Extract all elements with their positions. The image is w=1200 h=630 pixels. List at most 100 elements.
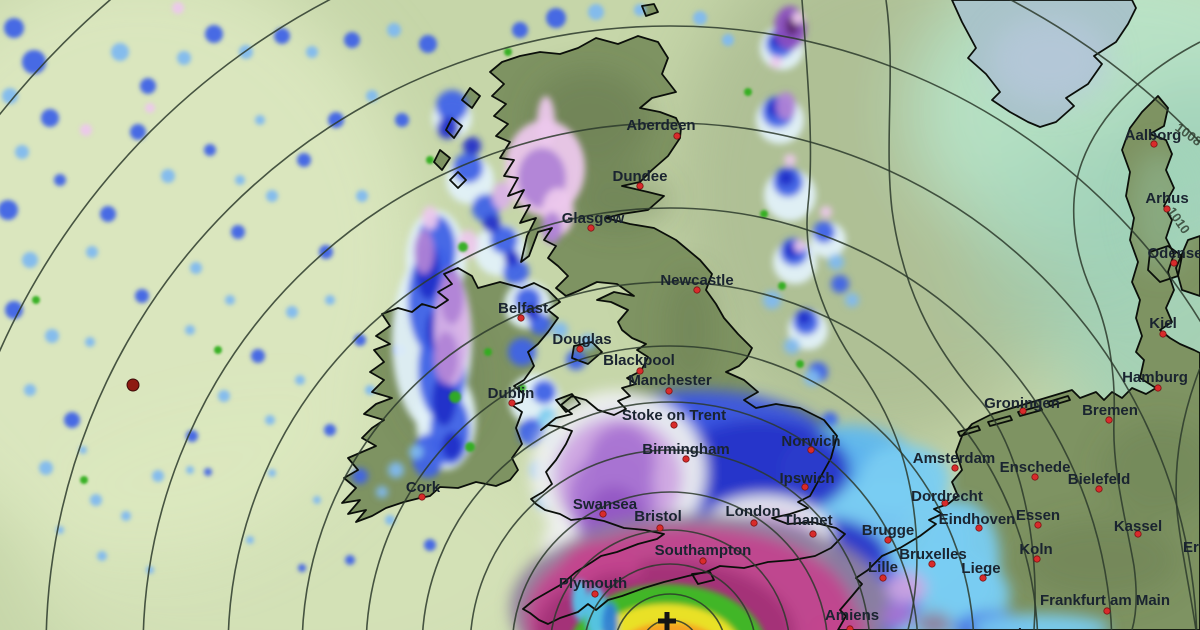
- precip-blob: [22, 252, 38, 268]
- city-label: Enschede: [1000, 459, 1071, 476]
- city-label: Odense: [1147, 245, 1200, 262]
- city-label: Frankfurt am Main: [1040, 592, 1170, 609]
- city-dot: [941, 499, 949, 507]
- city-label: Dordrecht: [911, 488, 983, 505]
- city-dot: [1105, 416, 1113, 424]
- precip-blob: [45, 329, 59, 343]
- precip-blob: [409, 445, 423, 459]
- precip-blob: [328, 112, 344, 128]
- precip-blob: [588, 4, 604, 20]
- terrain-patch: [990, 15, 1110, 105]
- precip-blob: [32, 296, 40, 304]
- isobar-ring: [550, 529, 790, 630]
- city-dot: [801, 483, 809, 491]
- city-dot: [1150, 140, 1158, 148]
- city-dot: [656, 524, 664, 532]
- precip-blob: [504, 48, 512, 56]
- city-label: Glasgow: [562, 210, 625, 227]
- precip-blob: [387, 23, 401, 37]
- precip-blob: [218, 390, 230, 402]
- precip-blob: [235, 175, 245, 185]
- precip-blob: [121, 511, 131, 521]
- precip-blob: [792, 12, 804, 24]
- precip-blob: [344, 32, 360, 48]
- city-markers-and-labels: Aberdeen Dundee Glasgow Newcastle BelfastDou…: [406, 117, 1200, 630]
- isobar-ring: [470, 449, 870, 630]
- city-dot: [1095, 485, 1103, 493]
- isobar-trough: [1072, 41, 1200, 630]
- city-dot: [979, 574, 987, 582]
- city-dot: [809, 530, 817, 538]
- terrain-patch: [1100, 420, 1200, 520]
- precip-blob: [135, 289, 149, 303]
- city-label: Swansea: [573, 496, 638, 513]
- city-dot: [1031, 473, 1039, 481]
- precip-blob: [204, 144, 216, 156]
- city-label: Eindhoven: [939, 511, 1016, 528]
- precip-blob: [860, 445, 950, 515]
- precip-blob: [572, 580, 588, 620]
- precip-blob: [693, 11, 707, 25]
- isobar-ring: [422, 401, 918, 630]
- precip-blob: [602, 602, 618, 630]
- precip-blob: [512, 22, 528, 38]
- precip-blob: [186, 466, 194, 474]
- precip-blob: [152, 470, 164, 482]
- precip-blob: [140, 78, 156, 94]
- city-dot: [576, 345, 584, 353]
- precip-blob: [190, 262, 202, 274]
- city-label: Newcastle: [660, 272, 733, 289]
- precip-blob: [465, 442, 475, 452]
- precip-blob: [246, 536, 254, 544]
- city-dot: [693, 286, 701, 294]
- map-markers: [126, 378, 676, 630]
- precip-blob: [808, 612, 868, 630]
- city-label: Essen: [1016, 507, 1060, 524]
- precip-blob: [286, 306, 298, 318]
- precip-blob: [266, 190, 278, 202]
- precip-blob: [813, 221, 835, 243]
- precip-blob: [794, 240, 806, 252]
- precip-layer-heavy-cells: [32, 48, 804, 484]
- precip-blob: [820, 206, 832, 218]
- precip-blob: [776, 92, 796, 120]
- isobar-ring: [616, 593, 724, 630]
- precip-blob: [324, 424, 336, 436]
- precip-blob: [204, 468, 212, 476]
- isobar-ring: [45, 25, 1200, 630]
- city-label: Groningen: [984, 395, 1060, 412]
- precip-blob: [395, 113, 409, 127]
- precip-blob: [130, 124, 146, 140]
- precip-blob: [882, 604, 914, 628]
- city-dot: [599, 510, 607, 518]
- city-dot: [587, 224, 595, 232]
- precip-blob: [388, 462, 404, 478]
- precip-blob: [24, 384, 36, 396]
- precip-blob: [440, 268, 464, 324]
- precip-blob: [295, 375, 305, 385]
- city-label-partial: Luxembourg: [970, 626, 1061, 630]
- precip-blob: [483, 215, 501, 233]
- precip-blob: [784, 338, 800, 354]
- isobar-ring: [142, 122, 1198, 630]
- precip-blob: [2, 88, 18, 104]
- isobar-trough: [1175, 367, 1200, 630]
- city-dot: [517, 314, 525, 322]
- precip-blob: [760, 210, 768, 218]
- precip-blob: [22, 50, 46, 74]
- precip-blob: [274, 28, 290, 44]
- precip-blob: [432, 374, 456, 426]
- city-label: Belfast: [498, 300, 548, 317]
- city-label: Southampton: [655, 542, 752, 559]
- precip-blob: [251, 349, 265, 363]
- city-label: Plymouth: [559, 575, 627, 592]
- city-dot: [699, 557, 707, 565]
- isobar-ring: [512, 491, 828, 630]
- precip-blob: [214, 346, 222, 354]
- precip-blob: [778, 282, 786, 290]
- city-label: Thanet: [783, 512, 832, 529]
- city-dot: [591, 590, 599, 598]
- precip-blob: [822, 412, 838, 428]
